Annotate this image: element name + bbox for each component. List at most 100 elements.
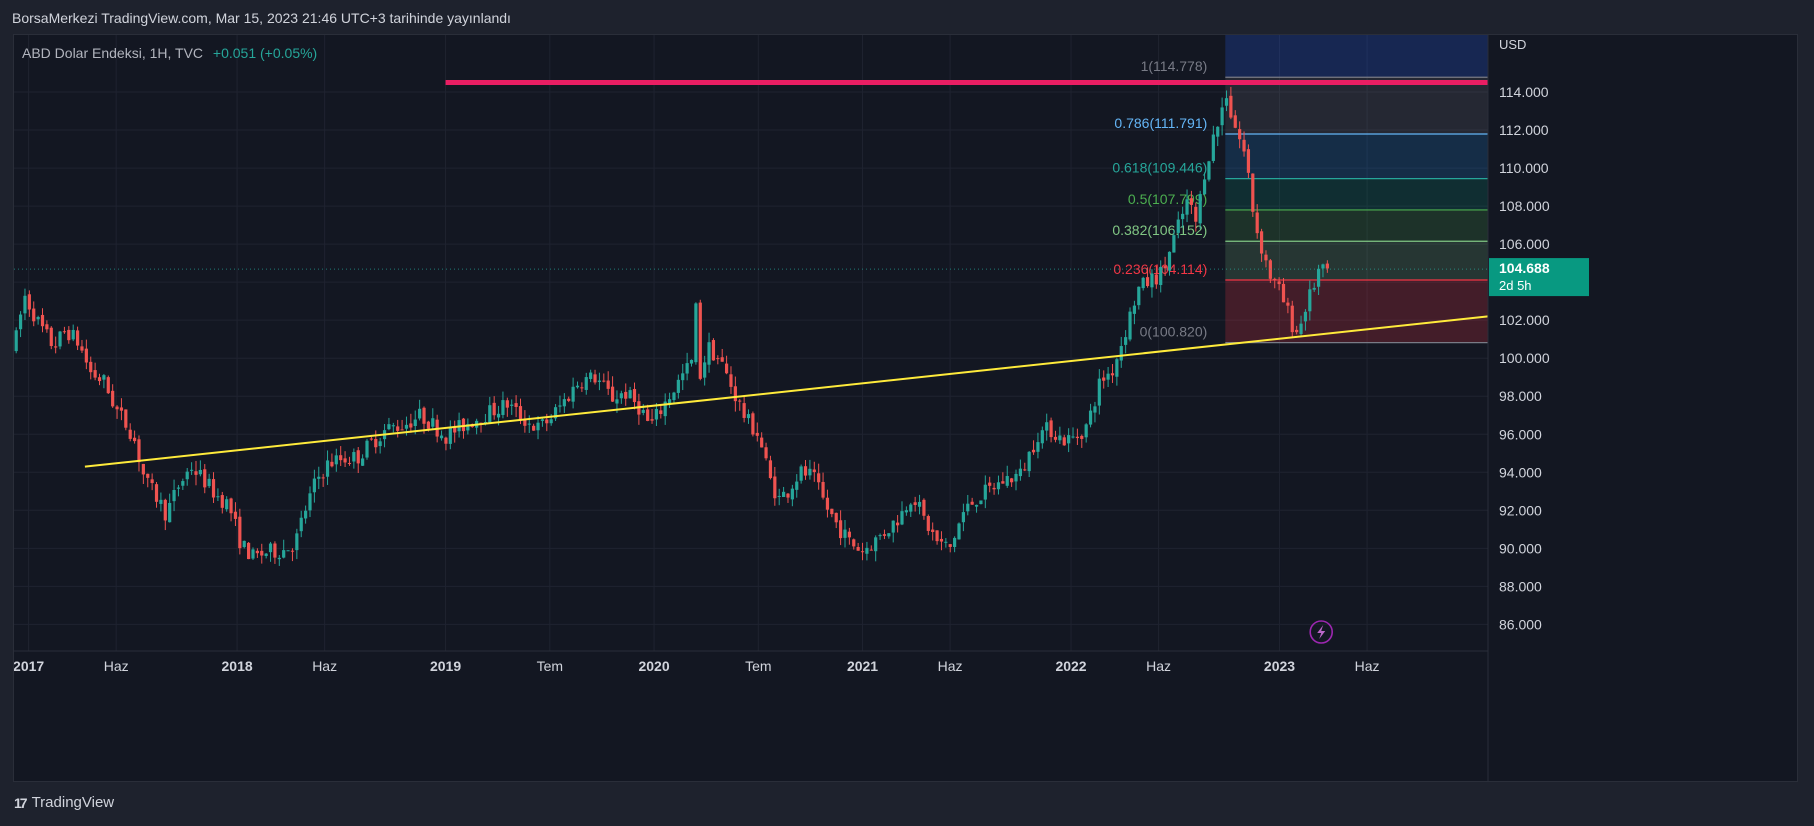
- time-tick-label: 2020: [638, 658, 669, 674]
- candle-body: [220, 495, 224, 508]
- candle-body: [1299, 323, 1303, 335]
- candle-body: [163, 499, 167, 521]
- candle-body: [115, 406, 119, 410]
- candle-body: [1189, 198, 1194, 205]
- candle-body: [781, 491, 786, 498]
- last-price-value: 104.688: [1499, 260, 1550, 276]
- fib-zone: [1225, 241, 1488, 280]
- candle-body: [803, 466, 808, 476]
- candle-body: [14, 330, 18, 352]
- candle-body: [821, 481, 825, 498]
- time-tick-label: 2021: [847, 658, 878, 674]
- candle-body: [672, 392, 676, 401]
- candle-body: [396, 426, 400, 431]
- candle-body: [1325, 263, 1329, 269]
- candle-body: [378, 441, 382, 447]
- candle-body: [1255, 212, 1259, 234]
- candle-body: [1071, 436, 1075, 438]
- candle-body: [1281, 283, 1286, 303]
- candle-body: [496, 413, 501, 418]
- chart-pane[interactable]: 1(114.778) 0.786(111.791) 0.618(109.446) 0.…: [13, 34, 1798, 782]
- candle-body: [194, 471, 198, 475]
- candle-body: [1150, 273, 1154, 288]
- candle-body: [233, 511, 238, 519]
- candle-body: [979, 500, 983, 505]
- candle-body: [1259, 231, 1264, 254]
- candle-body: [549, 419, 553, 424]
- symbol-legend: ABD Dolar Endeksi, 1H, TVC +0.051 (+0.05…: [22, 45, 317, 61]
- candle-body: [347, 462, 352, 464]
- fib-zone: [1225, 134, 1488, 179]
- candle-body: [413, 419, 417, 427]
- candle-body: [207, 478, 211, 487]
- candle-body: [268, 543, 273, 553]
- chart-background: [14, 35, 1797, 781]
- candle-body: [510, 404, 514, 406]
- candle-body: [1321, 264, 1325, 269]
- candle-body: [317, 476, 321, 479]
- candle-body: [553, 407, 558, 419]
- candle-body: [141, 463, 145, 475]
- candle-body: [1106, 373, 1110, 380]
- candle-body: [602, 380, 606, 382]
- candle-body: [1167, 251, 1172, 271]
- candle-body: [931, 529, 935, 532]
- candle-body: [738, 400, 742, 402]
- candle-body: [1128, 311, 1132, 340]
- footer-brand[interactable]: 17 TradingView: [14, 794, 114, 811]
- price-tick-label: 106.000: [1499, 236, 1550, 252]
- candle-body: [966, 503, 970, 512]
- candle-body: [1036, 442, 1040, 452]
- candle-body: [225, 499, 229, 510]
- candle-body: [834, 512, 838, 523]
- candle-body: [308, 493, 312, 511]
- candle-body: [878, 535, 882, 537]
- candle-body: [356, 450, 360, 464]
- lightning-icon[interactable]: [1309, 620, 1334, 644]
- candle-body: [839, 520, 843, 539]
- price-tick-label: 90.000: [1499, 540, 1542, 556]
- candle-body: [32, 308, 36, 322]
- candle-body: [685, 363, 689, 374]
- candle-body: [159, 499, 163, 504]
- price-chart[interactable]: 1(114.778) 0.786(111.791) 0.618(109.446) 0.…: [14, 35, 1798, 782]
- candle-body: [1229, 95, 1233, 118]
- candle-body: [571, 386, 575, 402]
- price-tick-label: 96.000: [1499, 426, 1542, 442]
- candle-body: [154, 484, 159, 502]
- candle-body: [970, 501, 974, 505]
- candle-body: [501, 400, 505, 415]
- candle-body: [146, 473, 150, 478]
- candle-body: [365, 440, 369, 458]
- candle-body: [181, 481, 185, 486]
- price-tick-label: 92.000: [1499, 502, 1542, 518]
- candle-body: [869, 549, 873, 551]
- candle-body: [1124, 337, 1128, 345]
- candle-body: [909, 504, 913, 512]
- candle-body: [917, 501, 922, 507]
- price-tick-label: 94.000: [1499, 464, 1542, 480]
- candle-body: [1224, 98, 1229, 106]
- candle-body: [49, 327, 53, 347]
- candle-body: [339, 455, 343, 461]
- currency-label: USD: [1499, 37, 1526, 52]
- candle-body: [1277, 281, 1281, 285]
- candle-body: [1194, 206, 1198, 222]
- candle-body: [264, 553, 268, 557]
- candle-body: [896, 522, 900, 526]
- price-tick-label: 86.000: [1499, 616, 1542, 632]
- candle-body: [251, 549, 255, 559]
- candle-body: [1132, 305, 1137, 314]
- candle-body: [391, 425, 395, 427]
- candle-body: [404, 424, 409, 429]
- candle-body: [1062, 437, 1066, 446]
- candle-body: [466, 424, 470, 431]
- time-tick-label: 2017: [14, 658, 44, 674]
- candle-body: [312, 478, 316, 493]
- candle-body: [286, 550, 290, 552]
- candle-body: [716, 358, 720, 360]
- candle-body: [847, 531, 851, 538]
- candle-body: [1053, 436, 1058, 440]
- candle-body: [1303, 311, 1308, 322]
- candle-body: [185, 471, 189, 480]
